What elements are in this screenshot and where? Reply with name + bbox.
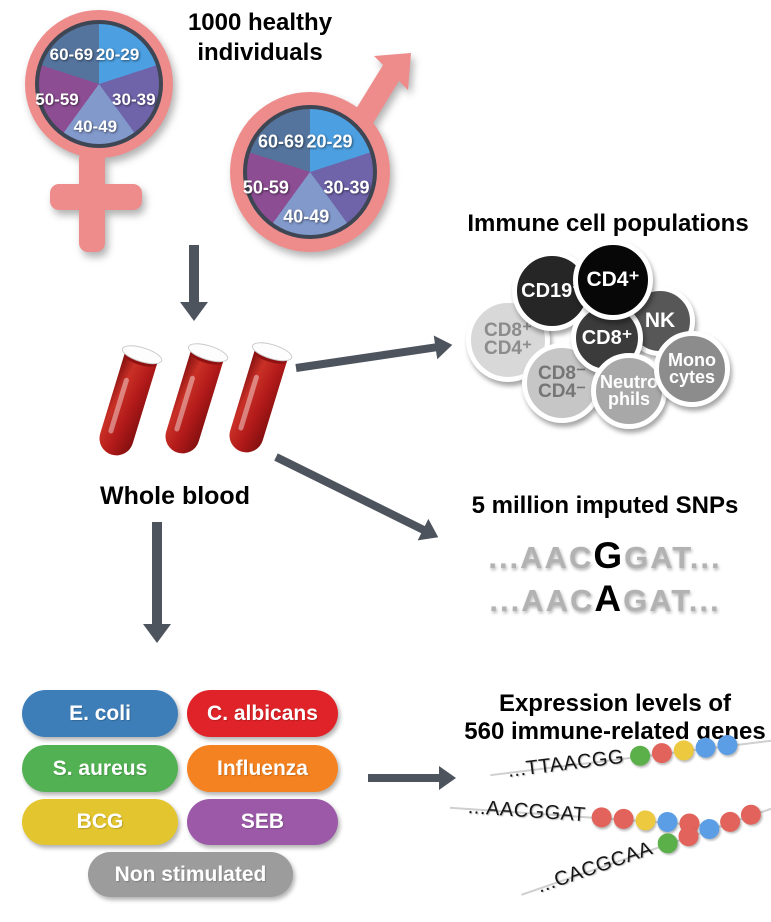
age-label-30-39: 30-39 (323, 177, 370, 198)
female-cross-horizontal (50, 184, 142, 210)
expression-dot-green (654, 830, 680, 856)
snp2-prefix: ...AAC (489, 583, 595, 618)
age-label-50-59: 50-59 (242, 177, 289, 198)
snps-title: 5 million imputed SNPs (471, 492, 739, 519)
stimulus-influenza: Influenza (187, 745, 338, 792)
blood-tube (90, 341, 165, 464)
stimulus-s-aureus: S. aureus (22, 745, 178, 792)
expression-dot-red (716, 808, 743, 835)
snp1-suffix: GAT... (624, 540, 722, 575)
immune-populations-title: Immune cell populations (467, 210, 749, 237)
stimulus-e-coli: E. coli (22, 690, 178, 737)
immune-cell-cd4pos: CD4⁺ (573, 240, 653, 320)
expression-dot-green (628, 744, 652, 767)
expression-strand-2: ...AACGGAT (467, 796, 701, 835)
age-label-30-39: 30-39 (112, 89, 156, 109)
snp2-suffix: GAT... (623, 583, 721, 618)
whole-blood-label: Whole blood (100, 482, 250, 510)
snp2-variant-allele: A (594, 578, 624, 619)
expression-dot-blue (716, 733, 739, 756)
arrow-blood-to-snps (274, 453, 444, 548)
expression-dot-yellow (634, 809, 657, 831)
expression-dot-red (675, 823, 701, 849)
age-label-60-69: 60-69 (257, 131, 305, 152)
stimulus-non-stimulated: Non stimulated (88, 852, 293, 897)
age-label-60-69: 60-69 (49, 45, 94, 65)
snp1-variant-allele: G (593, 535, 625, 576)
age-label-20-29: 20-29 (306, 131, 353, 152)
female-age-pie-chart: 20-29 30-39 40-49 50-59 60-69 (35, 20, 163, 148)
gene-sequence: ...AACGGAT (467, 796, 587, 827)
age-label-50-59: 50-59 (35, 89, 79, 109)
expression-dot-red (612, 807, 635, 830)
snp1-prefix: ...AAC (488, 540, 594, 575)
male-symbol: 20-29 30-39 40-49 50-59 60-69 (0, 0, 430, 270)
age-label-40-49: 40-49 (73, 117, 118, 137)
arrow-blood-to-cells (295, 333, 455, 372)
male-age-pie-chart: 20-29 30-39 40-49 50-59 60-69 (243, 105, 377, 239)
stimulus-seb: SEB (187, 799, 338, 845)
cohort-title: 1000 healthy individuals (187, 9, 333, 66)
expression-dot-red (590, 806, 613, 828)
blood-tube (156, 339, 231, 462)
expression-dot-red (650, 741, 673, 764)
blood-tube (220, 338, 295, 461)
gene-sequence: ...CACGCAA (534, 837, 656, 898)
snp-sequence-2: ...AACAGAT... (445, 580, 765, 617)
expression-dot-blue (694, 736, 717, 759)
immune-cell-monocytes: Mono cytes (654, 331, 730, 407)
gene-sequence: ...TTAACGG (506, 745, 626, 782)
expression-dot-blue (696, 815, 722, 842)
age-label-20-29: 20-29 (95, 45, 140, 65)
snp-sequence-1: ...AACGGAT... (445, 537, 765, 574)
expression-dot-red (737, 801, 764, 828)
age-label-40-49: 40-49 (283, 206, 330, 227)
stimulus-bcg: BCG (22, 799, 178, 845)
female-symbol: 20-29 30-39 40-49 50-59 60-69 (0, 0, 280, 270)
stimulus-c-albicans: C. albicans (187, 690, 338, 737)
expression-dot-yellow (672, 738, 695, 762)
expression-title: Expression levels of 560 immune-related … (464, 690, 766, 745)
